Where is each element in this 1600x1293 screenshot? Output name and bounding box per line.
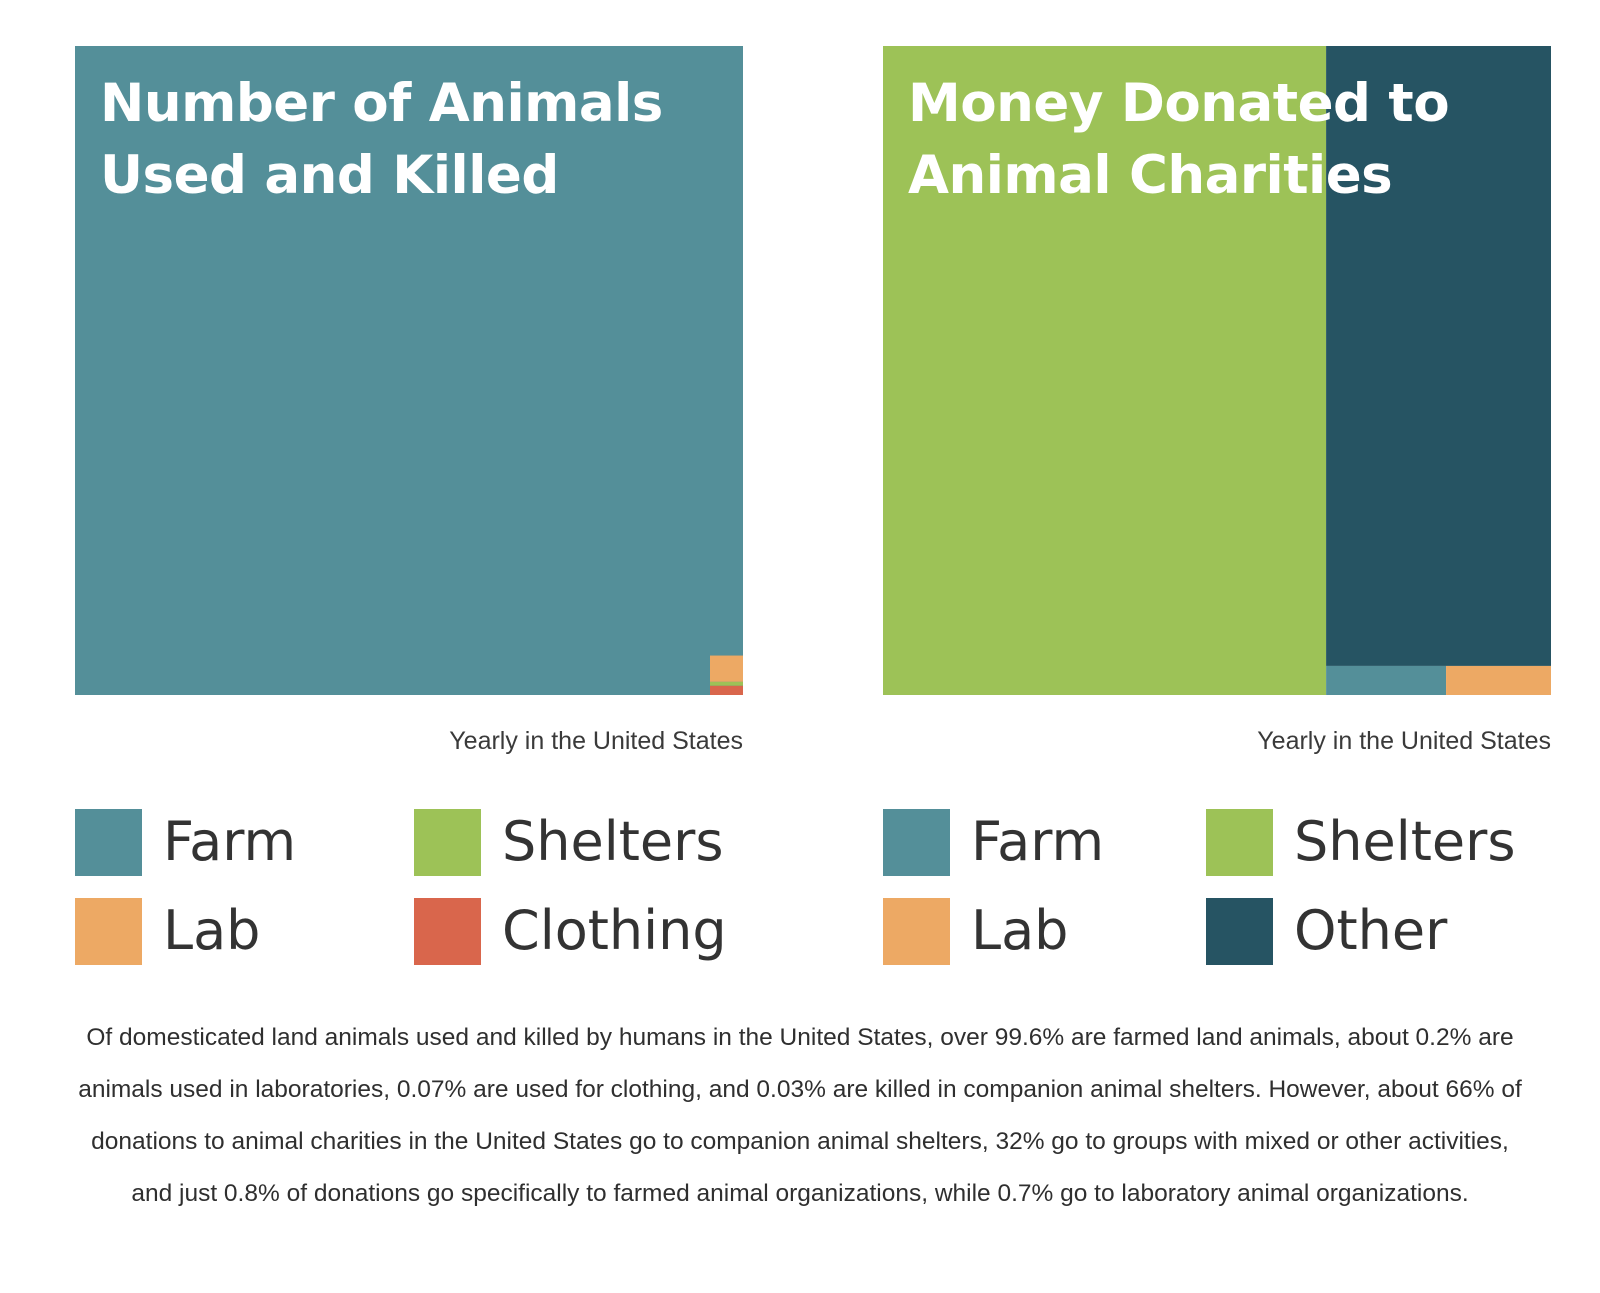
legend-swatch-farm <box>883 808 950 876</box>
legend-swatch-lab <box>75 897 142 965</box>
donations-treemap: Money Donated to Animal Charities <box>883 46 1551 695</box>
legend-item-other: Other <box>1206 897 1447 965</box>
legend-label-lab: Lab <box>163 899 261 962</box>
legend-item-farm: Farm <box>883 808 1104 876</box>
animals-chart-title: Number of Animals Used and Killed <box>100 73 663 206</box>
legend-swatch-clothing <box>414 897 481 965</box>
description-text: Of domesticated land animals used and ki… <box>78 1024 1522 1207</box>
donations-chart-caption: Yearly in the United States <box>1257 727 1551 755</box>
cell-shelters <box>710 681 743 686</box>
animals-treemap-svg <box>75 46 743 695</box>
donations-legend: Farm Shelters Lab Other <box>883 808 1563 968</box>
animals-legend: Farm Shelters Lab Clothing <box>75 808 755 968</box>
legend-label-lab: Lab <box>971 899 1069 962</box>
legend-item-farm: Farm <box>75 808 296 876</box>
cell-lab <box>1446 665 1551 695</box>
legend-swatch-other <box>1206 897 1273 965</box>
legend-item-shelters: Shelters <box>414 808 723 876</box>
animals-chart-caption: Yearly in the United States <box>449 727 743 755</box>
legend-swatch-shelters <box>414 808 481 876</box>
donations-chart-title: Money Donated to Animal Charities <box>908 73 1450 206</box>
legend-swatch-shelters <box>1206 808 1273 876</box>
legend-label-farm: Farm <box>163 810 297 873</box>
cell-farm <box>1326 665 1447 695</box>
legend-label-farm: Farm <box>971 810 1105 873</box>
donations-treemap-svg <box>883 46 1551 695</box>
cell-shelters <box>883 46 1327 695</box>
legend-label-shelters: Shelters <box>502 810 724 873</box>
cell-other <box>1326 46 1551 666</box>
legend-swatch-farm <box>75 808 142 876</box>
legend-item-clothing: Clothing <box>414 897 727 965</box>
legend-item-lab: Lab <box>883 897 1068 965</box>
animals-treemap: Number of Animals Used and Killed <box>75 46 743 695</box>
cell-farm <box>75 46 743 695</box>
legend-swatch-lab <box>883 897 950 965</box>
legend-label-clothing: Clothing <box>502 899 727 962</box>
legend-label-shelters: Shelters <box>1294 810 1516 873</box>
legend-item-shelters: Shelters <box>1206 808 1515 876</box>
cell-lab <box>710 655 743 682</box>
legend-label-other: Other <box>1294 899 1448 962</box>
legend-item-lab: Lab <box>75 897 260 965</box>
cell-clothing <box>710 685 743 695</box>
